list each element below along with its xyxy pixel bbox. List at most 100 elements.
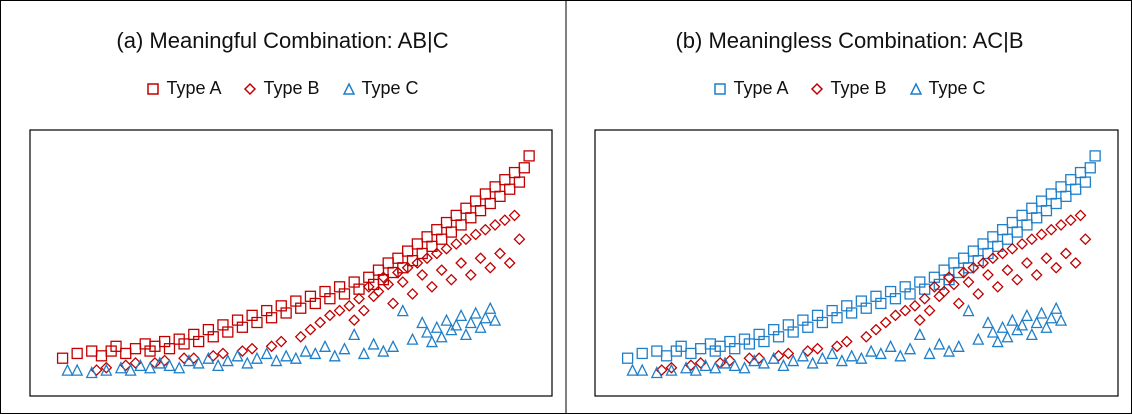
panel-b-title: (b) Meaningless Combination: AC|B: [675, 28, 1024, 53]
data-point-type-b: [1001, 264, 1014, 277]
data-point-type-c: [1030, 316, 1043, 329]
data-point-type-c: [1035, 306, 1048, 319]
data-point-type-a: [1011, 226, 1023, 238]
data-point-type-a: [948, 257, 960, 269]
data-point-type-b: [1050, 261, 1063, 274]
data-point-type-c: [986, 325, 999, 338]
data-point-type-a: [1026, 202, 1038, 214]
data-point-type-b: [879, 316, 892, 329]
data-point-type-b: [928, 280, 941, 293]
data-point-type-b: [435, 264, 448, 277]
data-point-type-b: [382, 278, 395, 291]
data-point-type-a: [265, 312, 278, 324]
data-point-type-a: [860, 302, 872, 314]
data-point-type-a: [729, 343, 741, 355]
data-point-type-a: [651, 345, 663, 357]
data-point-type-a: [957, 252, 970, 264]
data-point-type-c: [134, 358, 147, 371]
data-point-type-b: [508, 209, 521, 222]
data-point-type-a: [455, 219, 467, 231]
data-point-type-b: [445, 273, 458, 286]
data-point-type-c: [387, 339, 400, 352]
data-point-type-c: [1025, 327, 1038, 341]
data-point-type-c: [933, 337, 946, 350]
data-point-type-c: [699, 358, 712, 371]
data-point-type-a: [1001, 233, 1014, 245]
data-point-type-b: [362, 280, 375, 293]
data-point-type-b: [1016, 238, 1028, 250]
data-point-type-c: [826, 346, 839, 360]
data-point-type-a: [621, 352, 634, 364]
data-point-type-b: [265, 340, 278, 353]
data-point-type-b: [421, 252, 433, 265]
data-point-type-c: [1001, 330, 1014, 343]
data-point-type-b: [996, 247, 1009, 260]
data-point-type-b: [236, 345, 249, 357]
data-point-type-b: [469, 228, 482, 241]
data-point-type-b: [772, 349, 785, 362]
data-point-type-a: [163, 343, 176, 355]
data-point-type-c: [474, 320, 487, 333]
legend-type-a: Type A: [146, 78, 221, 99]
data-point-type-b: [178, 352, 190, 365]
data-point-type-b: [426, 280, 438, 293]
data-point-type-c: [1020, 308, 1034, 322]
data-point-type-b: [387, 297, 399, 310]
data-point-type-b: [943, 271, 955, 284]
data-point-type-a: [787, 326, 799, 338]
data-point-type-c: [425, 335, 438, 348]
data-point-type-c: [718, 356, 732, 369]
data-point-type-b: [1069, 257, 1082, 269]
legend-label: Type A: [733, 78, 789, 98]
data-point-type-c: [455, 308, 468, 322]
data-point-type-b: [952, 297, 965, 310]
data-point-type-b: [158, 354, 171, 367]
data-point-type-c: [835, 354, 848, 367]
data-point-type-a: [518, 162, 530, 174]
data-point-type-c: [996, 320, 1009, 333]
data-point-type-c: [1040, 320, 1053, 333]
data-point-type-b: [1035, 228, 1048, 241]
data-point-type-c: [777, 358, 790, 371]
data-point-type-b: [1079, 233, 1092, 246]
data-point-type-c: [464, 316, 477, 329]
data-point-type-a: [56, 352, 69, 364]
data-point-type-c: [250, 351, 264, 364]
data-point-type-a: [494, 190, 506, 203]
data-point-type-a: [474, 204, 487, 217]
data-point-type-c: [489, 313, 502, 326]
data-point-type-b: [962, 276, 975, 288]
data-point-type-c: [348, 327, 361, 341]
data-point-type-b: [957, 266, 970, 279]
data-point-type-c: [396, 304, 409, 317]
data-point-type-a: [992, 240, 1004, 252]
data-point-type-b: [90, 364, 103, 377]
legend-label: Type B: [263, 78, 320, 98]
data-point-type-c: [484, 301, 497, 314]
data-point-type-a: [251, 316, 263, 329]
data-point-type-b: [396, 276, 409, 288]
data-point-type-b: [685, 359, 697, 372]
data-point-type-c: [280, 349, 293, 362]
data-point-type-b: [411, 257, 424, 269]
diamond-marker-icon: [811, 82, 824, 95]
data-point-type-c: [1054, 313, 1068, 326]
data-point-type-c: [981, 316, 995, 329]
data-point-type-c: [367, 337, 380, 350]
data-point-type-c: [309, 346, 322, 360]
data-point-type-a: [977, 238, 989, 250]
data-point-type-b: [498, 214, 511, 227]
data-point-type-b: [1006, 242, 1019, 255]
data-point-type-b: [991, 280, 1004, 293]
data-point-type-c: [942, 344, 956, 357]
data-point-type-a: [987, 231, 999, 243]
data-point-type-a: [1045, 188, 1057, 200]
data-point-type-c: [450, 318, 463, 331]
data-point-type-c: [469, 306, 482, 319]
data-point-type-a: [675, 340, 687, 352]
data-point-type-c: [1016, 318, 1029, 331]
data-point-type-b: [1011, 273, 1024, 286]
data-point-type-c: [212, 358, 225, 371]
data-point-type-c: [904, 342, 917, 355]
